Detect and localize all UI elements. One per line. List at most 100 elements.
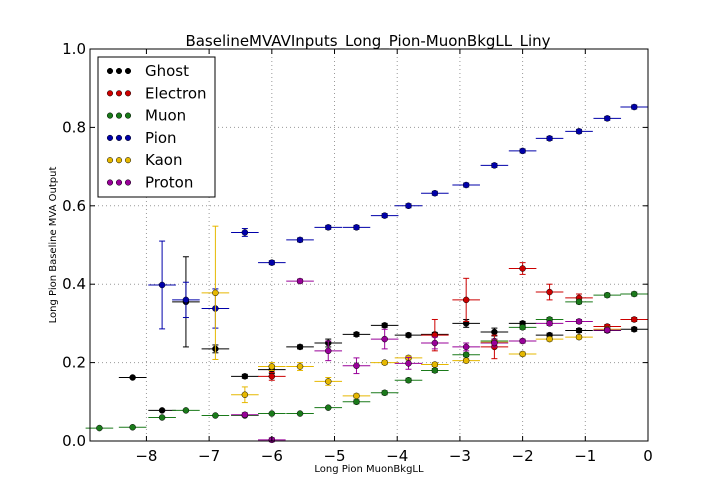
data-point <box>462 181 470 189</box>
x-tick-label: −5 <box>323 447 345 465</box>
data-point <box>241 229 249 236</box>
x-tick-label: 0 <box>643 447 653 465</box>
legend-label: Ghost <box>145 62 189 80</box>
data-point <box>353 362 360 369</box>
chart-title: BaselineMVAVInputs_Long_Pion-MuonBkgLL_L… <box>185 32 550 51</box>
data-point <box>462 343 470 351</box>
series-kaon <box>201 225 622 404</box>
legend-box <box>97 56 216 198</box>
y-axis-title: Long Pion Baseline MVA Output <box>48 167 59 324</box>
data-point <box>129 424 136 431</box>
legend-marker <box>106 134 114 141</box>
data-point <box>296 363 304 370</box>
data-point <box>431 367 439 374</box>
legend-label: Proton <box>145 174 193 192</box>
data-point <box>519 324 526 331</box>
legend-marker <box>115 179 123 186</box>
data-point <box>296 343 304 351</box>
legend-marker <box>106 179 114 186</box>
data-point <box>546 288 553 296</box>
axis-ticks: −8 −7 −6 −5 −4 −3 −2 −1 0 0.0 0.2 0.4 0.6 0.8 1.0 <box>62 40 653 465</box>
data-point <box>405 360 412 367</box>
data-point <box>519 350 526 358</box>
data-point <box>462 357 470 364</box>
data-point <box>268 363 276 370</box>
y-tick-label: 0.0 <box>62 432 86 450</box>
data-point <box>381 322 388 329</box>
legend-marker <box>124 157 132 164</box>
data-point <box>182 296 190 304</box>
data-point <box>575 128 583 135</box>
data-point <box>296 236 304 244</box>
data-point <box>96 424 103 432</box>
data-point <box>405 202 412 210</box>
legend-marker <box>106 90 114 97</box>
data-point <box>575 318 583 325</box>
x-tick-label: −3 <box>449 447 471 465</box>
data-point <box>212 289 219 297</box>
x-tick-label: −8 <box>135 447 157 465</box>
legend-marker <box>106 67 114 75</box>
data-point <box>491 328 498 336</box>
data-point <box>296 277 304 285</box>
data-point <box>491 339 498 347</box>
data-point <box>630 326 638 333</box>
plot-frame <box>89 48 649 442</box>
data-point <box>405 331 412 339</box>
legend-marker <box>124 134 132 141</box>
data-point <box>353 398 360 406</box>
data-point <box>519 337 526 345</box>
data-point <box>241 411 249 418</box>
legend-label: Muon <box>145 107 186 125</box>
data-point <box>519 265 526 272</box>
data-point <box>381 335 388 343</box>
legend-item-ghost: Ghost <box>106 62 189 80</box>
legend-item-kaon: Kaon <box>106 151 182 169</box>
data-point <box>381 389 388 397</box>
data-point <box>158 281 166 289</box>
data-point <box>630 316 638 323</box>
legend-label: Electron <box>145 84 207 102</box>
data-point <box>241 391 249 398</box>
data-point <box>431 361 439 368</box>
x-tick-label: −7 <box>198 447 220 465</box>
grid <box>90 49 648 441</box>
legend-marker <box>124 179 132 186</box>
data-point <box>268 259 276 266</box>
data-point <box>405 376 412 384</box>
legend-label: Kaon <box>145 151 182 169</box>
x-tick-label: −6 <box>261 447 283 465</box>
data-point <box>575 298 583 306</box>
data-point <box>241 373 249 380</box>
legend-label: Pion <box>145 129 177 147</box>
data-point <box>546 135 553 142</box>
data-point <box>630 290 638 298</box>
data-point <box>603 326 611 334</box>
legend-marker <box>124 112 132 119</box>
data-point <box>603 115 611 122</box>
data-point <box>296 410 304 417</box>
legend-marker <box>115 90 123 97</box>
series-proton <box>231 277 622 444</box>
data-point <box>462 351 470 359</box>
data-point <box>491 162 498 169</box>
data-point <box>212 412 219 419</box>
x-axis-title: Long Pion MuonBkgLL <box>314 464 424 475</box>
data-point <box>158 414 166 421</box>
data-point <box>129 374 136 381</box>
data-point <box>575 333 583 341</box>
data-point <box>182 407 190 414</box>
legend-marker <box>106 157 114 164</box>
legend-marker <box>124 90 132 97</box>
legend-marker <box>115 157 123 164</box>
data-point <box>353 392 360 400</box>
legend-marker <box>124 67 132 75</box>
y-tick-label: 0.8 <box>62 118 86 136</box>
data-point <box>353 331 360 338</box>
data-point <box>324 224 332 231</box>
y-tick-label: 0.6 <box>62 197 86 215</box>
data-point <box>324 404 332 411</box>
data-point <box>353 224 360 231</box>
data-point <box>575 327 583 334</box>
